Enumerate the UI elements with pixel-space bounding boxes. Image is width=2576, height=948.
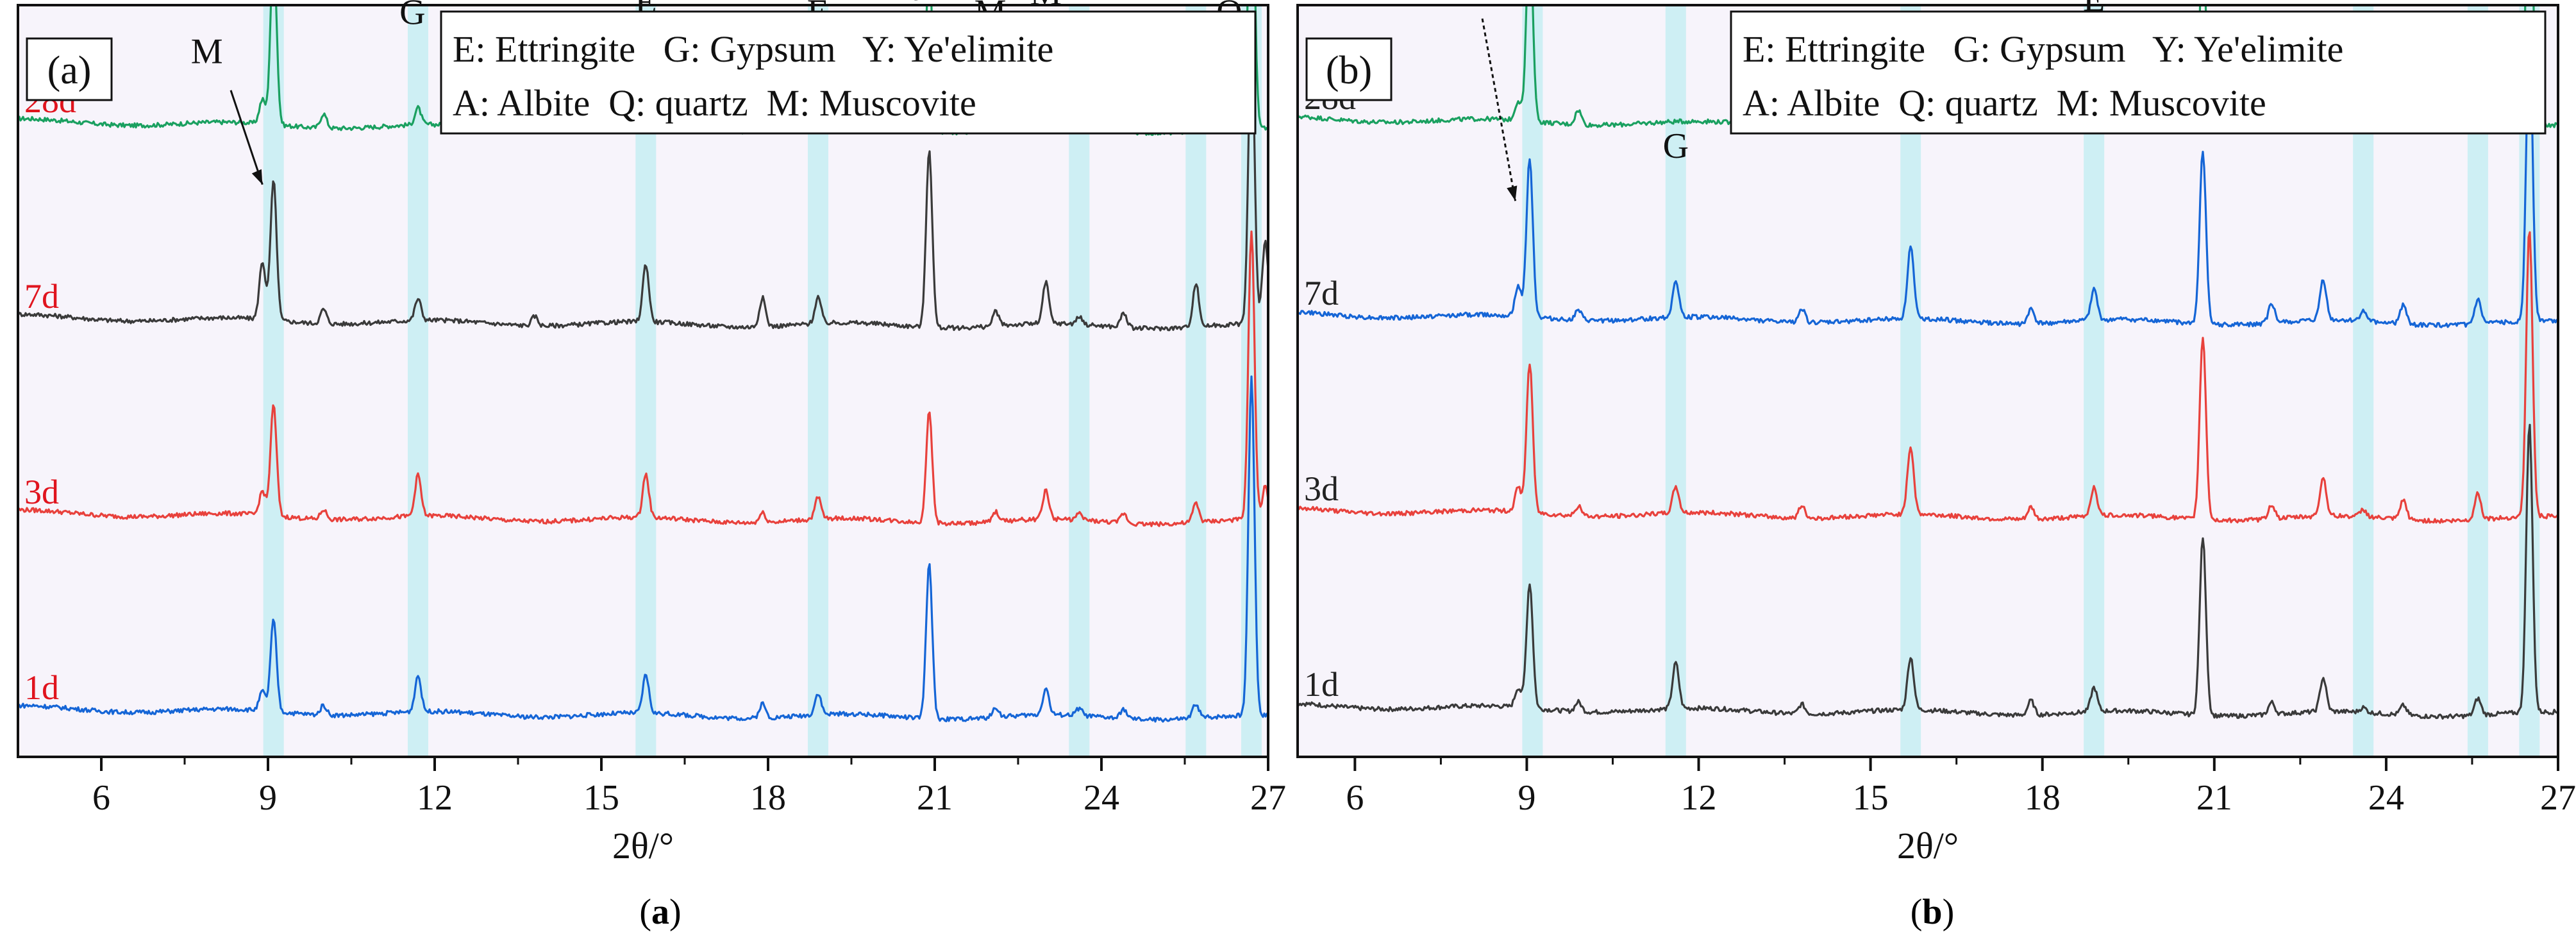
x-tick-label-21: 21 bbox=[2196, 778, 2232, 818]
x-tick-label-6: 6 bbox=[92, 778, 110, 818]
highlight-band-0 bbox=[263, 5, 284, 757]
x-tick-label-6: 6 bbox=[1346, 778, 1364, 818]
trace-7d bbox=[1298, 34, 2558, 328]
x-tick-label-21: 21 bbox=[917, 778, 953, 818]
x-axis-label: 2θ/° bbox=[1897, 825, 1959, 867]
legend-line-1: E: Ettringite G: Gypsum Y: Ye'elimite bbox=[1743, 28, 2343, 70]
caption-a-letter: a bbox=[651, 892, 669, 932]
panel-label-box bbox=[1305, 37, 1393, 101]
legend-line-2: A: Albite Q: quartz M: Muscovite bbox=[453, 82, 976, 124]
highlight-band-1 bbox=[1665, 5, 1686, 757]
x-tick-label-24: 24 bbox=[1083, 778, 1119, 818]
legend-line-2: A: Albite Q: quartz M: Muscovite bbox=[1743, 82, 2266, 124]
x-tick-label-18: 18 bbox=[2025, 778, 2061, 818]
series-label-7d: 7d bbox=[1304, 274, 1339, 312]
x-tick-label-24: 24 bbox=[2368, 778, 2404, 818]
trace-1d bbox=[1298, 423, 2558, 720]
x-axis: 6 9 12 15 18 21 24 27 2θ/° bbox=[1346, 757, 2576, 867]
x-tick-label-27: 27 bbox=[1250, 778, 1286, 818]
peak-label-G-13: G bbox=[1663, 126, 1689, 166]
trace-1d bbox=[18, 375, 1268, 723]
highlight-band-1 bbox=[408, 5, 428, 757]
x-tick-label-15: 15 bbox=[1853, 778, 1889, 818]
series-label-7d: 7d bbox=[24, 277, 59, 316]
trace-3d bbox=[1298, 231, 2558, 524]
legend-box bbox=[1730, 10, 2547, 135]
muscovite-arrow-head bbox=[251, 169, 263, 185]
legend-box bbox=[440, 10, 1257, 135]
x-axis-label: 2θ/° bbox=[612, 825, 674, 867]
legend: E: Ettringite G: Gypsum Y: Ye'elimite A: … bbox=[1730, 10, 2547, 135]
trace-3d bbox=[18, 230, 1268, 527]
x-tick-label-9: 9 bbox=[259, 778, 277, 818]
legend-line-1: E: Ettringite G: Gypsum Y: Ye'elimite bbox=[453, 28, 1053, 70]
plot-frame bbox=[17, 4, 1269, 758]
panel-label-text: (b) bbox=[1326, 49, 1372, 92]
panel-label-box bbox=[26, 37, 113, 101]
muscovite-arrow bbox=[1481, 18, 1517, 201]
x-tick-label-27: 27 bbox=[2540, 778, 2576, 818]
x-tick-label-12: 12 bbox=[1681, 778, 1717, 818]
panel-a: 28d7d3d1dEMGAEMEQMMYAEQ(a)E: Ettringite … bbox=[17, 0, 1286, 867]
x-axis: 6 9 12 15 18 21 24 27 2θ/° bbox=[92, 757, 1286, 867]
panel-label: (b) bbox=[1305, 37, 1393, 101]
series-label-1d: 1d bbox=[1304, 665, 1339, 704]
muscovite-arrow-head bbox=[1507, 185, 1518, 201]
peak-label-Q-7: Q bbox=[894, 0, 919, 3]
peak-label-M-1: M bbox=[191, 31, 223, 71]
x-tick-label-15: 15 bbox=[583, 778, 619, 818]
series-label-1d: 1d bbox=[24, 668, 59, 707]
series-label-3d: 3d bbox=[24, 473, 59, 511]
x-tick-label-18: 18 bbox=[750, 778, 786, 818]
plot-frame bbox=[1296, 4, 2559, 758]
x-tick-label-9: 9 bbox=[1518, 778, 1535, 818]
trace-7d bbox=[18, 33, 1268, 332]
caption-a: (a) bbox=[639, 892, 681, 932]
muscovite-arrow bbox=[230, 90, 263, 185]
caption-b: (b) bbox=[1911, 892, 1954, 932]
panel-label: (a) bbox=[26, 37, 113, 101]
caption-b-letter: b bbox=[1922, 892, 1942, 932]
panel-b: 28d7d3d1dEMAEMEQMMYAEQG(b)E: Ettringite … bbox=[1296, 0, 2576, 867]
series-label-3d: 3d bbox=[1304, 470, 1339, 508]
x-tick-label-12: 12 bbox=[417, 778, 453, 818]
legend: E: Ettringite G: Gypsum Y: Ye'elimite A: … bbox=[440, 10, 1257, 135]
panel-label-text: (a) bbox=[47, 49, 92, 92]
